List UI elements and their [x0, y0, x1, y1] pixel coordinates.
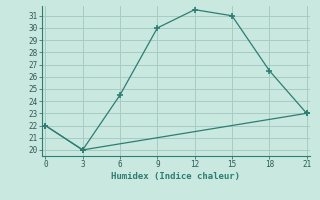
X-axis label: Humidex (Indice chaleur): Humidex (Indice chaleur) — [111, 172, 241, 181]
